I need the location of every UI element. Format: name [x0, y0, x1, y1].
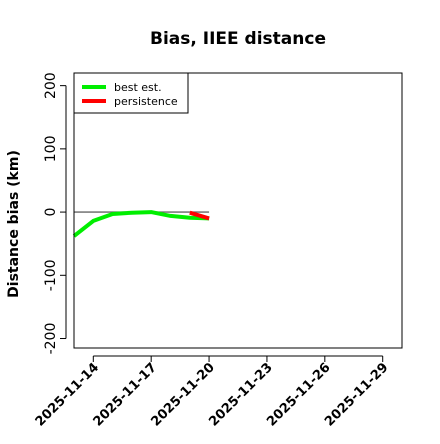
y-tick-label: 100: [43, 135, 59, 162]
series-group: [72, 210, 210, 238]
legend-box: [73, 72, 189, 114]
y-tick-label: -200: [43, 323, 59, 355]
legend-label-best-est: best est.: [114, 81, 162, 94]
series-line-persistence: [189, 210, 210, 221]
y-tick-label: 200: [43, 72, 59, 99]
legend: best est. persistence: [73, 72, 189, 114]
series-line-best-est: [72, 210, 210, 238]
y-tick-label: -100: [43, 259, 59, 291]
plot-frame: [73, 72, 403, 349]
y-tick-label: 0: [43, 208, 59, 217]
y-axis-label: Distance bias (km): [6, 150, 22, 298]
chart-title: Bias, IIEE distance: [150, 29, 326, 49]
legend-label-persistence: persistence: [114, 95, 178, 108]
